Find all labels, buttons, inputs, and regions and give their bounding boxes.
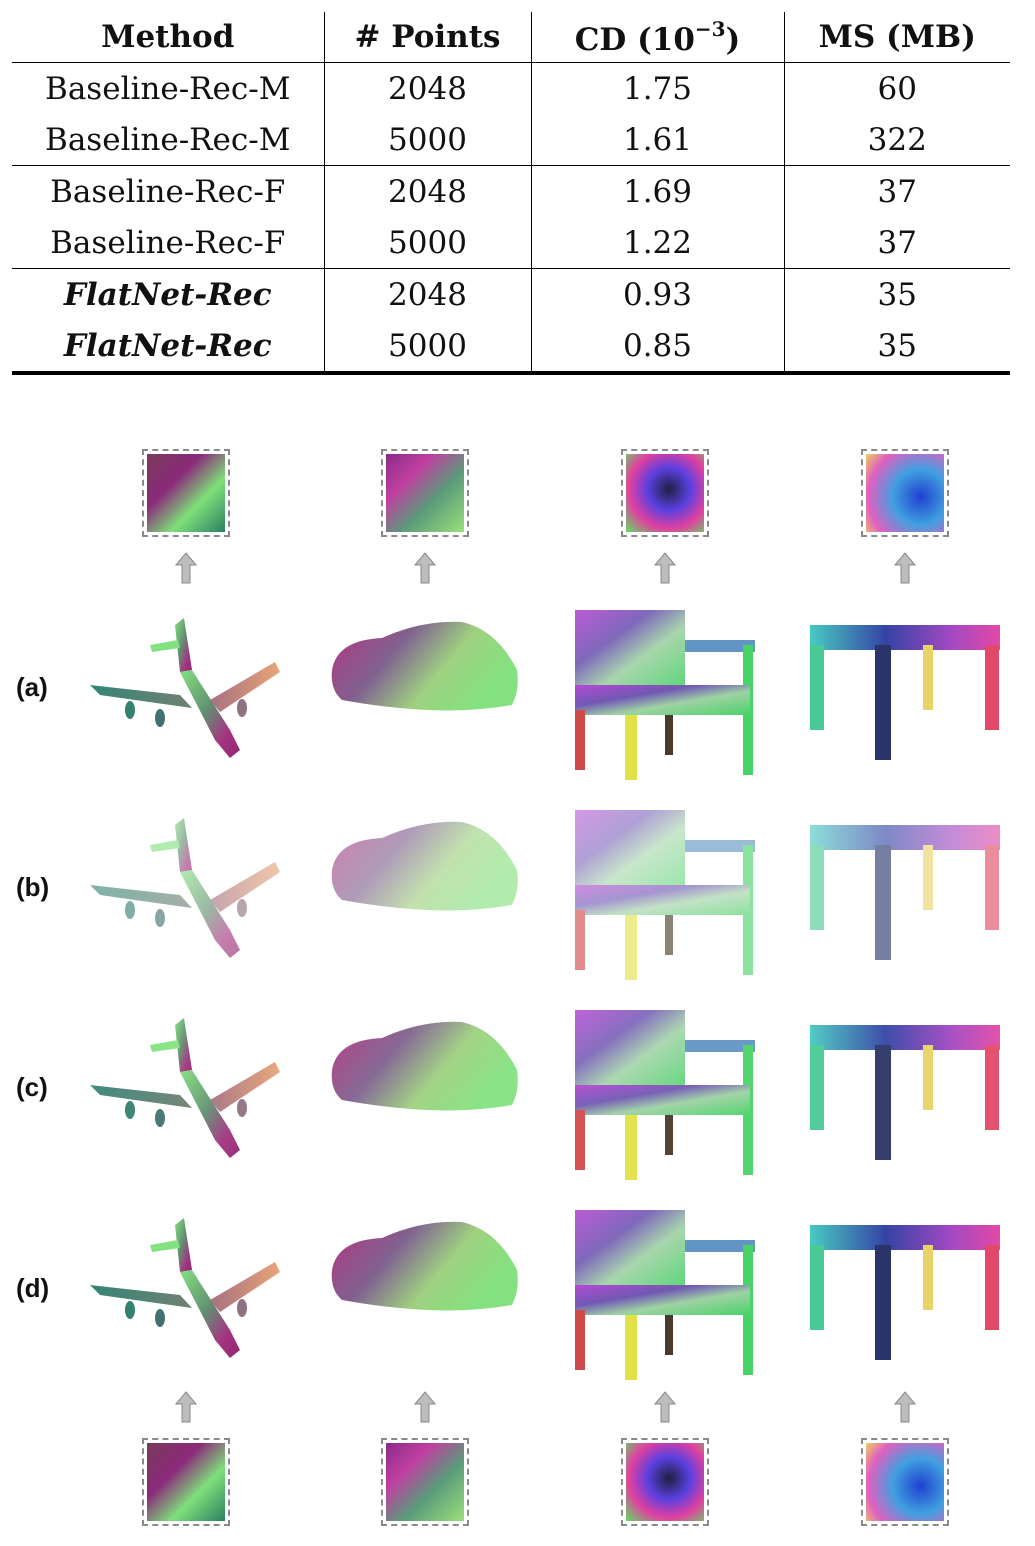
uv-patch-airplane-bottom (142, 1438, 230, 1526)
cell-method: Baseline-Rec-F (12, 165, 325, 217)
cell-ms: 60 (877, 70, 917, 107)
cell-method: FlatNet-Rec (12, 268, 325, 320)
up-arrow-icon (414, 552, 436, 584)
row-label-d: (d) (16, 1273, 50, 1303)
uv-patch-car-top (381, 449, 469, 537)
cell-method: FlatNet-Rec (12, 320, 325, 375)
up-arrow-icon (414, 1391, 436, 1423)
cell-ms: 37 (784, 217, 1010, 269)
row-label-c: (c) (16, 1072, 48, 1102)
table-row: Baseline-Rec-M 5000 1.61 322 (12, 114, 1010, 166)
cell-cd: 1.22 (531, 217, 785, 269)
header-cd: CD (10−3) (531, 12, 785, 63)
cell-points: 5000 (324, 114, 532, 166)
table-icon (810, 1225, 1000, 1360)
table-row: Baseline-Rec-M 2048 1.75 60 (12, 62, 1010, 114)
results-table: Method # Points CD (10−3) MS (MB) Baseli… (12, 12, 1010, 375)
uv-patch-chair-top (621, 449, 709, 537)
cell-ms: 37 (877, 173, 917, 210)
cell-cd: 1.61 (531, 114, 785, 166)
header-ms: MS (MB) (784, 12, 1010, 63)
table-icon (810, 825, 1000, 960)
uv-patch-chair-bottom (621, 1438, 709, 1526)
cell-points: 2048 (324, 62, 532, 114)
chair-icon (575, 810, 755, 980)
up-arrow-icon (894, 552, 916, 584)
cell-method: Baseline-Rec-M (12, 62, 325, 114)
cell-cd: 0.93 (531, 268, 785, 320)
cell-ms: 322 (784, 114, 1010, 166)
table-row: Baseline-Rec-F 2048 1.69 37 (12, 165, 1010, 217)
table-row: Baseline-Rec-F 5000 1.22 37 (12, 217, 1010, 269)
cell-cd: 1.69 (531, 165, 785, 217)
chair-icon (575, 610, 755, 780)
car-icon (331, 1221, 518, 1311)
row-label-a: (a) (16, 672, 48, 702)
cell-method: Baseline-Rec-M (12, 114, 325, 166)
row-label-b: (b) (16, 872, 50, 902)
cell-points: 5000 (324, 320, 532, 375)
table-icon (810, 1025, 1000, 1160)
airplane-icon (90, 618, 280, 758)
cell-points: 5000 (324, 217, 532, 269)
up-arrow-icon (654, 1391, 676, 1423)
header-method: Method (12, 12, 325, 63)
up-arrow-icon (654, 552, 676, 584)
table-icon (810, 625, 1000, 760)
cell-ms: 35 (784, 320, 1010, 375)
chair-icon (575, 1010, 755, 1180)
table-row: FlatNet-Rec 5000 0.85 35 (12, 320, 1010, 375)
cell-cd: 0.85 (531, 320, 785, 375)
uv-patch-car-bottom (381, 1438, 469, 1526)
cell-ms: 35 (877, 276, 917, 313)
chair-icon (575, 1210, 755, 1380)
table-row: FlatNet-Rec 2048 0.93 35 (12, 268, 1010, 320)
car-icon (331, 821, 518, 911)
uv-patch-airplane-top (142, 449, 230, 537)
car-icon (331, 1021, 518, 1111)
table-header-row: Method # Points CD (10−3) MS (MB) (12, 12, 1010, 63)
airplane-icon (90, 1018, 280, 1158)
uv-patch-table-top (861, 449, 949, 537)
cell-points: 2048 (324, 268, 532, 320)
up-arrow-icon (175, 1391, 197, 1423)
cell-points: 2048 (324, 165, 532, 217)
header-points: # Points (324, 12, 532, 63)
cell-method: Baseline-Rec-F (12, 217, 325, 269)
car-icon (331, 621, 518, 711)
up-arrow-icon (175, 552, 197, 584)
airplane-icon (90, 1218, 280, 1358)
uv-patch-table-bottom (861, 1438, 949, 1526)
airplane-icon (90, 818, 280, 958)
cell-cd: 1.75 (531, 62, 785, 114)
up-arrow-icon (894, 1391, 916, 1423)
